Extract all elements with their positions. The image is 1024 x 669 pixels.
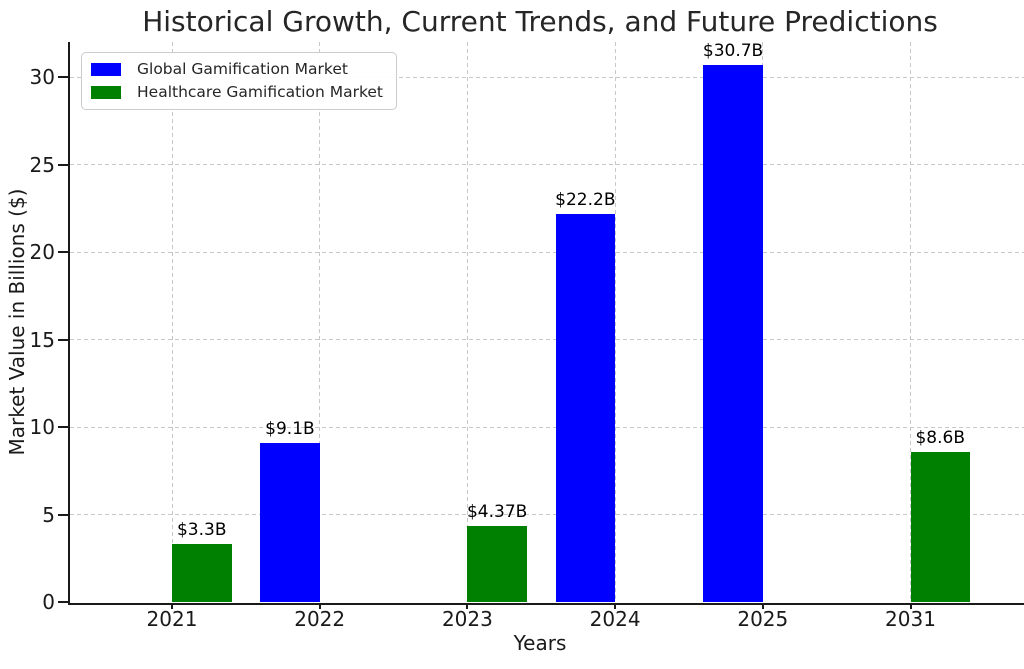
legend-label-healthcare: Healthcare Gamification Market [137,83,384,101]
y-tick-mark [58,426,68,428]
legend-swatch-global-icon [91,63,121,76]
y-tick-mark [58,338,68,341]
y-tick-mark [58,163,68,166]
x-tick-label: 2023 [441,607,493,631]
legend-item-healthcare: Healthcare Gamification Market [91,83,383,102]
y-tick-mark [58,513,68,516]
y-tick-label: 0 [42,590,55,614]
x-tick-label: 2025 [737,607,789,631]
legend-swatch-healthcare-icon [91,86,121,99]
y-tick-mark [58,601,68,603]
y-tick-label: 25 [29,152,55,177]
legend-item-global: Global Gamification Market [91,60,383,79]
plot-area [68,42,1024,605]
y-axis-label: Market Value in Billions ($) [5,188,29,456]
chart-title: Historical Growth, Current Trends, and F… [142,5,938,38]
y-tick-label: 5 [42,502,55,527]
y-tick-mark [58,251,68,253]
x-tick-label: 2024 [589,607,641,631]
y-tick-label: 30 [29,65,55,89]
x-tick-label: 2022 [294,607,346,631]
legend: Global Gamification Market Healthcare Ga… [81,52,398,110]
x-tick-label: 2031 [885,607,936,631]
y-tick-mark [58,76,68,78]
x-tick-label: 2021 [146,607,198,631]
legend-label-global: Global Gamification Market [137,60,348,78]
x-axis-label: Years [513,631,567,655]
